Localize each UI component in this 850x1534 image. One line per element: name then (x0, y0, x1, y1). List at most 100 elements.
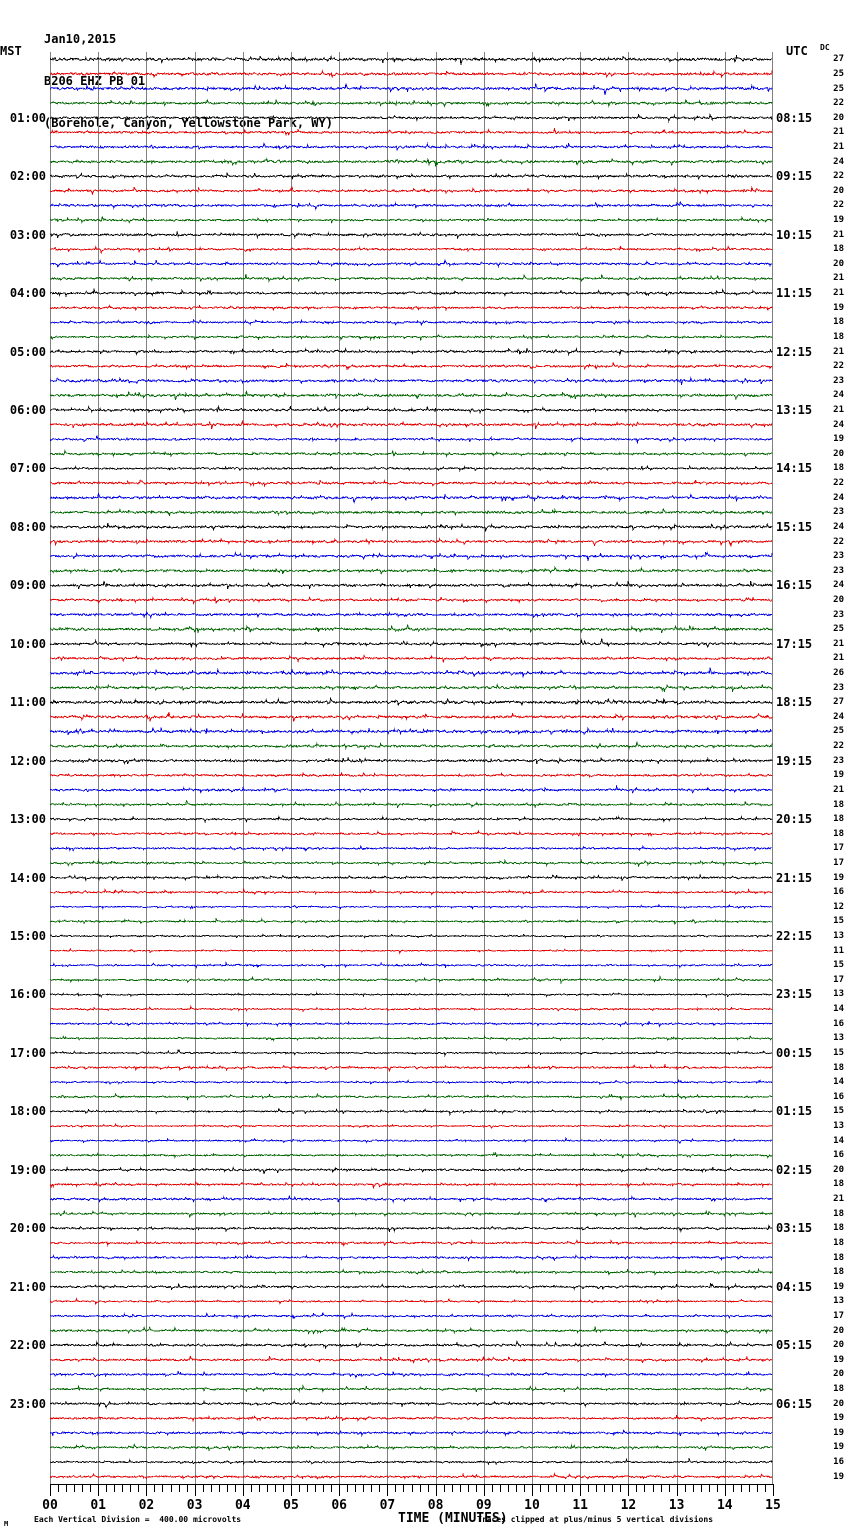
utc-time-label: 09:15 (776, 169, 813, 184)
dc-value: 20 (833, 1164, 844, 1175)
x-tick-minor (556, 1484, 557, 1492)
x-tick-minor (211, 1484, 212, 1492)
x-tick-minor (347, 1484, 348, 1492)
dc-value: 22 (833, 536, 844, 547)
trace-line (50, 1004, 773, 1013)
gridline-minute-7 (387, 52, 388, 1484)
x-tick-minor (355, 1484, 356, 1492)
x-tick-minor (460, 1484, 461, 1492)
trace-line (50, 1311, 773, 1320)
trace-line (50, 683, 773, 693)
x-tick-minor (596, 1484, 597, 1492)
dc-value: 14 (833, 1004, 844, 1015)
x-tick-minor (187, 1484, 188, 1492)
dc-value: 19 (833, 434, 844, 445)
trace-line (50, 1384, 773, 1393)
trace-line (50, 873, 773, 882)
trace-line (50, 83, 773, 96)
mst-time-label: 15:00 (9, 929, 46, 944)
x-tick-major (146, 1484, 147, 1496)
x-tick-minor (653, 1484, 654, 1492)
trace-line (50, 318, 773, 327)
x-tick-minor (412, 1484, 413, 1492)
x-tick-minor (548, 1484, 549, 1492)
x-tick-minor (500, 1484, 501, 1492)
dc-value: 18 (833, 1384, 844, 1395)
trace-line (50, 128, 773, 137)
x-tick-minor (620, 1484, 621, 1492)
trace-line (50, 903, 773, 910)
trace-line (50, 638, 773, 649)
dc-value: 23 (833, 755, 844, 766)
x-tick-label: 10 (524, 1498, 540, 1513)
mst-time-label: 18:00 (9, 1104, 46, 1119)
dc-value: 20 (833, 1340, 844, 1351)
dc-value: 20 (833, 1325, 844, 1336)
dc-value: 24 (833, 419, 844, 430)
dc-value: 15 (833, 1106, 844, 1117)
x-tick-minor (604, 1484, 605, 1492)
x-tick-minor (371, 1484, 372, 1492)
dc-value: 16 (833, 1091, 844, 1102)
trace-line (50, 1472, 773, 1481)
x-tick-minor (179, 1484, 180, 1492)
x-tick-minor (685, 1484, 686, 1492)
trace-line (50, 1253, 773, 1263)
dc-value: 24 (833, 711, 844, 722)
trace-line (50, 1224, 773, 1233)
dc-value: 25 (833, 83, 844, 94)
x-tick-minor (58, 1484, 59, 1492)
dc-value: 16 (833, 1457, 844, 1468)
trace-line (50, 1355, 773, 1365)
dc-value: 21 (833, 784, 844, 795)
utc-time-label: 16:15 (776, 578, 813, 593)
utc-time-label: 11:15 (776, 286, 813, 301)
x-tick-minor (307, 1484, 308, 1492)
dc-value: 22 (833, 478, 844, 489)
dc-value: 24 (833, 492, 844, 503)
x-tick-minor (106, 1484, 107, 1492)
mst-time-label: 11:00 (9, 695, 46, 710)
trace-line (50, 726, 773, 736)
mst-time-label: 20:00 (9, 1221, 46, 1236)
x-tick-minor (733, 1484, 734, 1492)
x-tick-major (677, 1484, 678, 1496)
utc-time-label: 17:15 (776, 636, 813, 651)
trace-line (50, 1194, 773, 1204)
utc-time-label: 08:15 (776, 110, 813, 125)
trace-line (50, 361, 773, 371)
trace-line (50, 54, 773, 66)
dc-value: 19 (833, 1354, 844, 1365)
utc-time-label: 22:15 (776, 929, 813, 944)
trace-line (50, 815, 773, 824)
gridline-minute-13 (677, 52, 678, 1484)
dc-value: 20 (833, 112, 844, 123)
trace-line (50, 741, 773, 751)
trace-line (50, 624, 773, 634)
gridline-minute-5 (291, 52, 292, 1484)
x-tick-minor (516, 1484, 517, 1492)
x-tick-minor (428, 1484, 429, 1492)
dc-value: 16 (833, 1018, 844, 1029)
clip-note: Traces clipped at plus/minus 5 vertical … (477, 1515, 714, 1524)
trace-line (50, 1297, 773, 1306)
utc-time-label: 01:15 (776, 1104, 813, 1119)
mst-time-label: 03:00 (9, 227, 46, 242)
x-axis (50, 1484, 774, 1496)
x-tick-minor (259, 1484, 260, 1492)
x-tick-label: 12 (620, 1498, 637, 1513)
x-axis-line (50, 1484, 773, 1485)
mst-time-label: 13:00 (9, 812, 46, 827)
x-tick-major (725, 1484, 726, 1496)
trace-line (50, 1209, 773, 1218)
trace-line (50, 1399, 773, 1409)
x-tick-label: 05 (283, 1498, 299, 1513)
dc-value: 22 (833, 741, 844, 752)
dc-value: 18 (833, 463, 844, 474)
x-tick-label: 02 (138, 1498, 155, 1513)
trace-line (50, 507, 773, 517)
trace-line (50, 697, 773, 707)
trace-line (50, 333, 773, 342)
helicorder-plot (50, 52, 773, 1484)
x-tick-minor (749, 1484, 750, 1492)
